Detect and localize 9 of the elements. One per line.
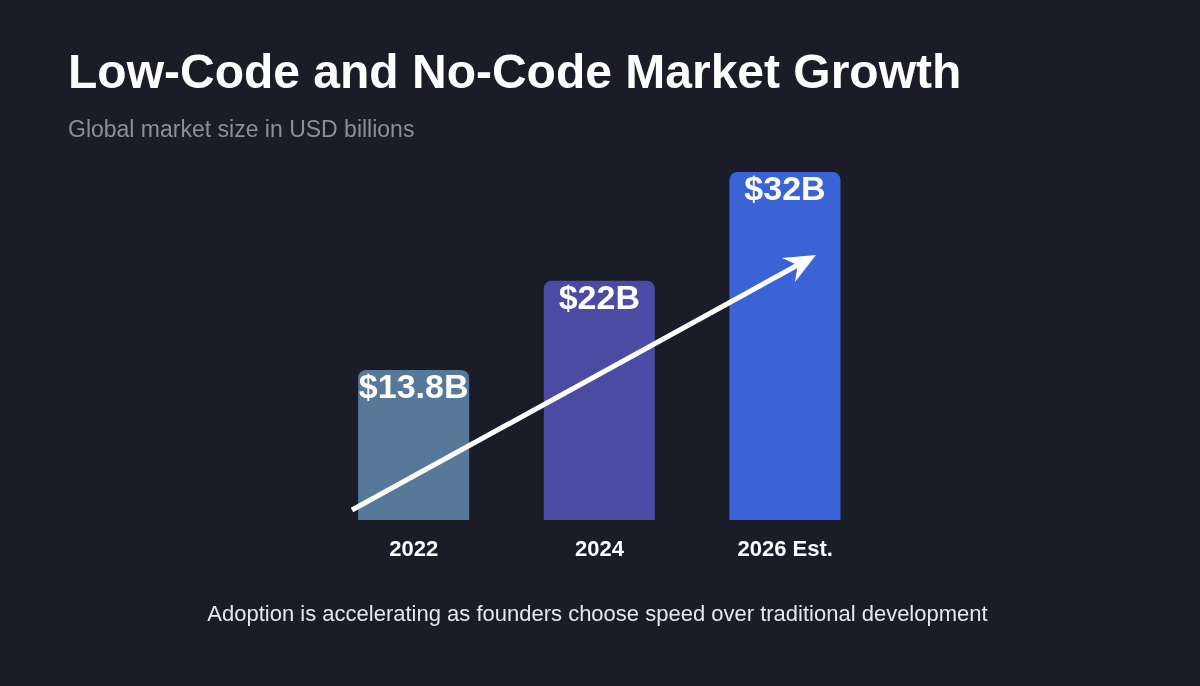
chart-title: Low-Code and No-Code Market Growth	[68, 44, 962, 99]
data-label: $32B	[744, 169, 826, 208]
data-label: $22B	[558, 277, 640, 316]
x-tick-label: 2026 Est.	[737, 535, 833, 561]
text: Adoption is accelerating as founders choose speed over traditional development	[206, 601, 989, 627]
data-label: $13.8B	[358, 367, 469, 406]
x-tick-label: 2022	[389, 535, 439, 561]
x-tick-label: 2024	[575, 535, 625, 561]
chart-subtitle: Global market size in USD billions	[68, 116, 415, 143]
